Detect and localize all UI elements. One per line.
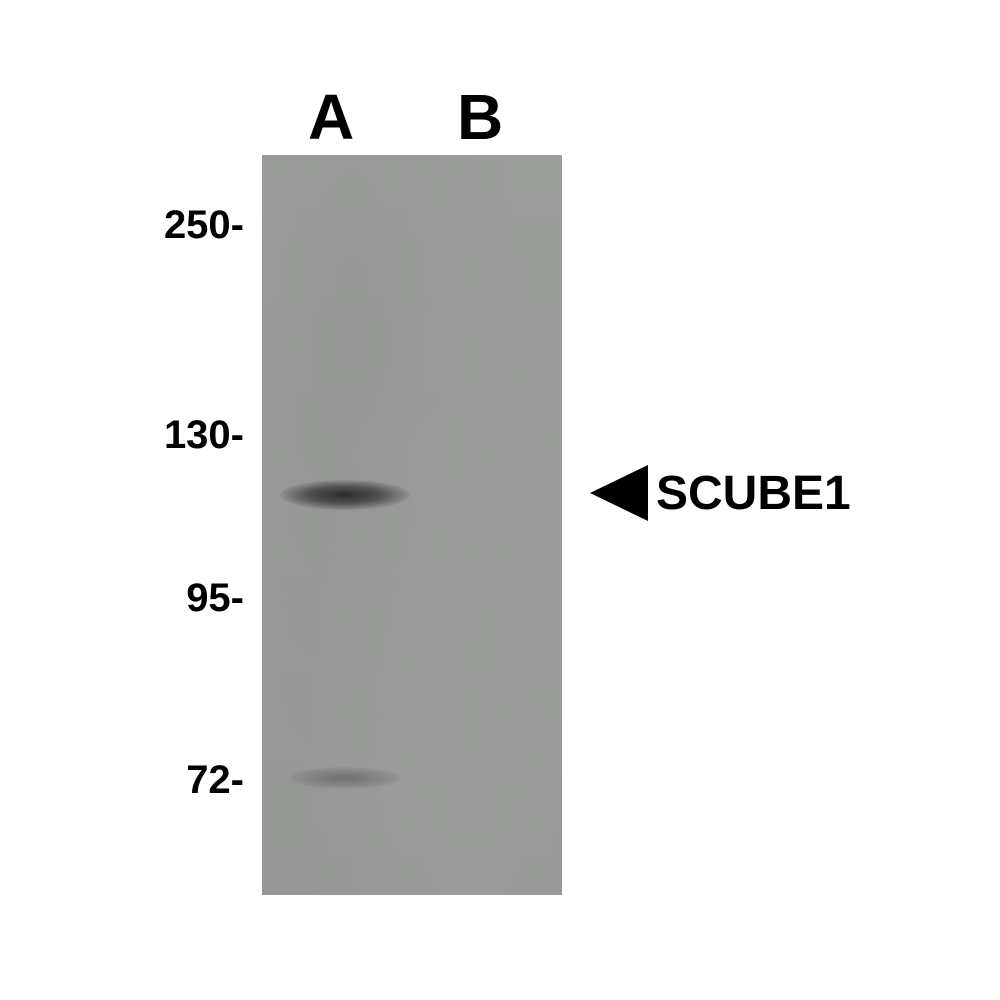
protein-name-label: SCUBE1 [656, 470, 851, 518]
lane-label-a: A [308, 85, 354, 149]
mw-marker-250: 250- [124, 205, 244, 245]
western-blot-figure: A B 250- 130- 95- 72- SCUBE1 [0, 0, 1000, 1000]
mw-marker-130: 130- [124, 415, 244, 455]
mw-marker-95: 95- [124, 578, 244, 618]
band-pointer-arrow [590, 465, 648, 521]
band-faint-lane-a [290, 767, 400, 789]
blot-membrane [262, 155, 562, 895]
lane-label-b: B [457, 85, 503, 149]
band-scube1-lane-a [280, 480, 410, 510]
mw-marker-72: 72- [124, 760, 244, 800]
